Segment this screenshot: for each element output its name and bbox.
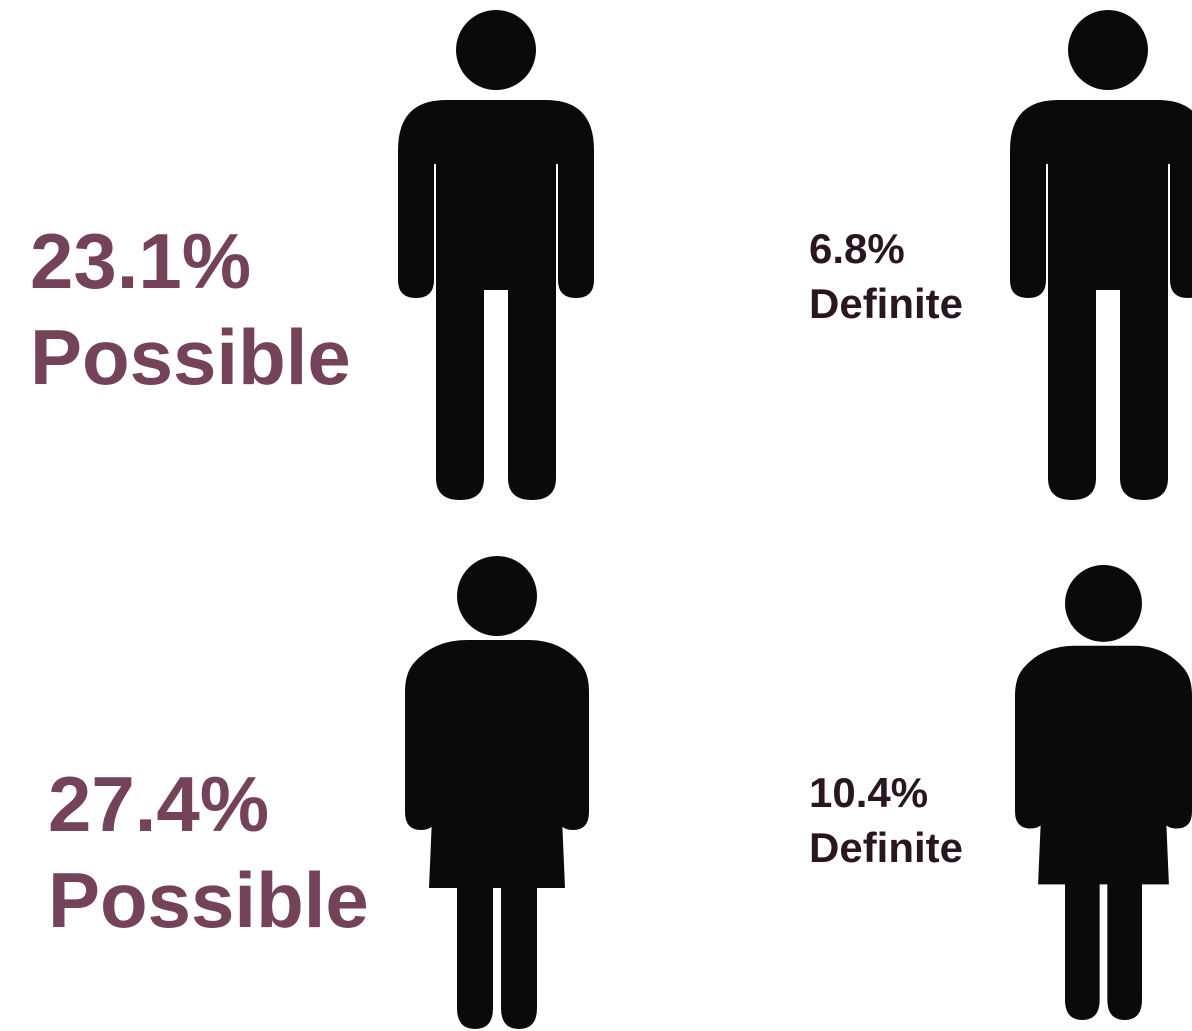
female-definite-stat: 10.4% Definite bbox=[809, 772, 963, 869]
female-possible-value: 27.4% bbox=[48, 760, 270, 848]
male-definite-value: 6.8% bbox=[809, 225, 905, 272]
male-possible-label: Possible bbox=[30, 313, 351, 401]
female-possible-label: Possible bbox=[48, 856, 369, 944]
male-person-icon bbox=[398, 10, 594, 500]
female-possible-stat: 27.4% Possible bbox=[48, 765, 369, 939]
male-possible-value: 23.1% bbox=[30, 217, 252, 305]
female-person-icon bbox=[405, 556, 589, 1029]
male-possible-stat: 23.1% Possible bbox=[30, 222, 351, 396]
male-person-icon bbox=[1010, 10, 1192, 500]
female-person-icon bbox=[1015, 564, 1192, 1020]
male-definite-stat: 6.8% Definite bbox=[809, 228, 963, 325]
female-definite-value: 10.4% bbox=[809, 769, 929, 816]
male-definite-label: Definite bbox=[809, 280, 964, 327]
female-definite-label: Definite bbox=[809, 824, 964, 871]
